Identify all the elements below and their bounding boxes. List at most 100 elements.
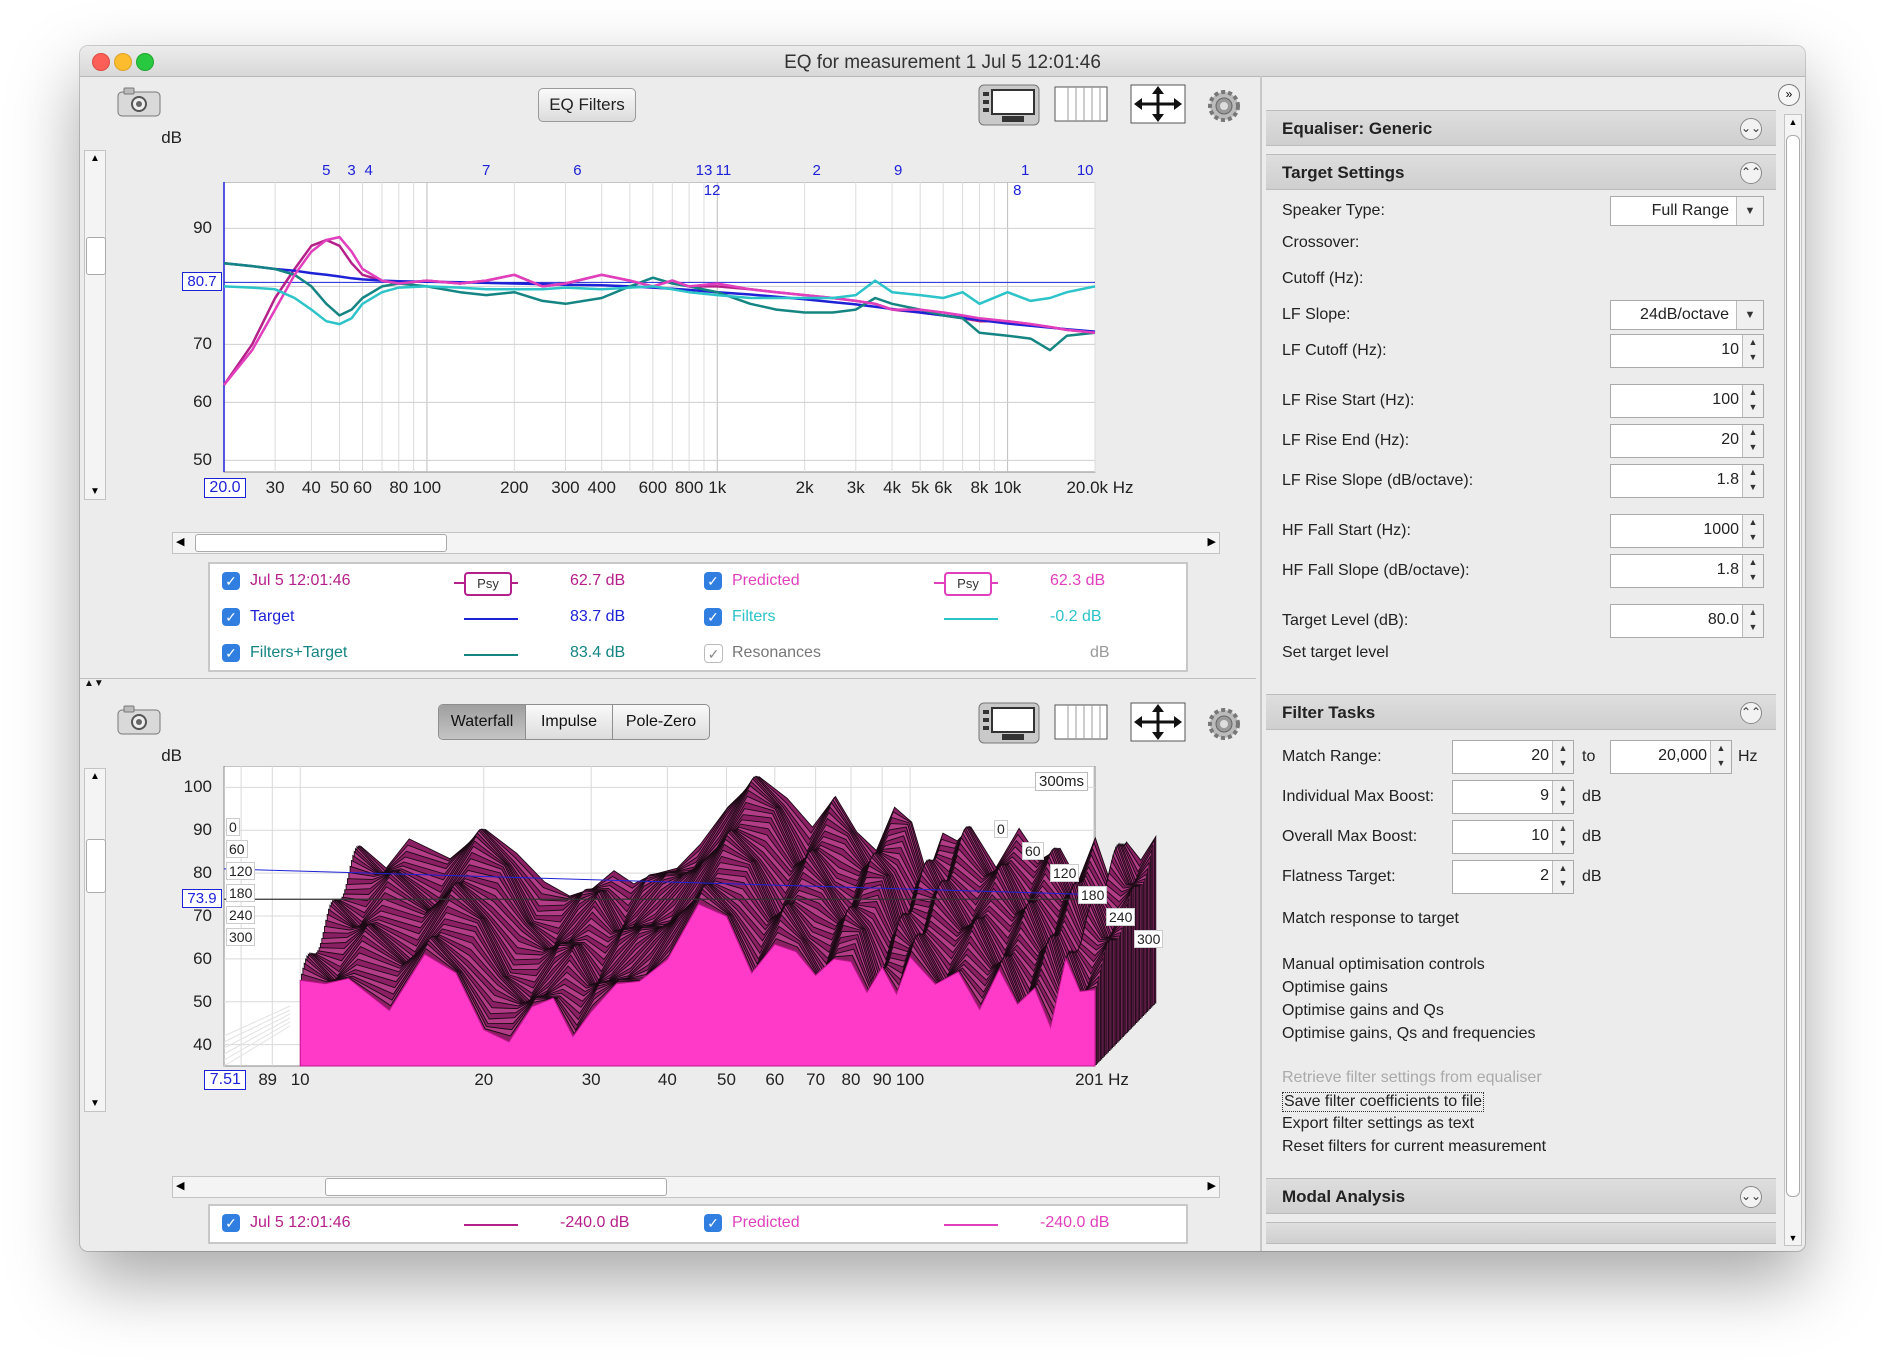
flatness-target-field[interactable]: 2 ▲ ▼ [1452,860,1574,894]
collapse-chevron-icon[interactable]: ⌃⌃ [1740,162,1762,184]
column-layout-icon[interactable] [1054,86,1110,126]
hf-fall-start-field[interactable]: 1000 ▲ ▼ [1610,514,1764,548]
save-coefficients-link[interactable]: Save filter coefficients to file [1282,1092,1485,1112]
top-horizontal-scroll-thumb[interactable] [195,534,447,552]
eq-filters-button[interactable]: EQ Filters [538,88,636,122]
scroll-up-arrow-icon[interactable]: ▲ [1788,117,1798,127]
scroll-up-arrow-icon[interactable]: ▲ [90,153,100,164]
overall-max-boost-unit: dB [1582,828,1602,845]
camera-icon[interactable] [116,704,172,744]
scroll-down-arrow-icon[interactable]: ▼ [90,486,100,497]
equaliser-section-header[interactable]: Equaliser: Generic ⌄⌄ [1266,110,1776,146]
match-response-link[interactable]: Match response to target [1282,910,1459,927]
match-range-to-field[interactable]: 20,000 ▲ ▼ [1610,740,1732,774]
scroll-right-arrow-icon[interactable]: ▶ [1207,1180,1216,1192]
camera-icon[interactable] [116,86,172,126]
right-panel-scroll-thumb[interactable] [1786,135,1800,1197]
target-settings-section-header[interactable]: Target Settings ⌃⌃ [1266,154,1776,190]
export-text-link[interactable]: Export filter settings as text [1282,1115,1475,1132]
top-vertical-scrollbar[interactable]: ▲ ▼ [84,150,106,500]
scroll-down-arrow-icon[interactable]: ▼ [1788,1233,1798,1243]
graph-layout-icon[interactable] [978,84,1040,126]
gear-icon[interactable] [1206,706,1262,746]
stepper-arrows-icon[interactable]: ▲ ▼ [1552,741,1573,773]
individual-max-boost-field[interactable]: 9 ▲ ▼ [1452,780,1574,814]
match-range-from-field[interactable]: 20 ▲ ▼ [1452,740,1574,774]
overall-max-boost-field[interactable]: 10 ▲ ▼ [1452,820,1574,854]
collapse-panel-icon[interactable]: » [1778,84,1800,106]
optimise-gains-qs-link[interactable]: Optimise gains and Qs [1282,1002,1444,1019]
scroll-left-arrow-icon[interactable]: ◀ [176,1180,185,1192]
expand-chevron-icon[interactable]: ⌄⌄ [1740,1186,1762,1208]
scroll-right-arrow-icon[interactable]: ▶ [1207,536,1216,548]
legend-checkbox-predicted[interactable]: ✓ [704,572,722,590]
bottom-horizontal-scroll-thumb[interactable] [325,1178,667,1196]
retrieve-filters-link[interactable]: Retrieve filter settings from equaliser [1282,1069,1542,1086]
column-layout-icon[interactable] [1054,704,1110,744]
lf-rise-slope-field[interactable]: 1.8 ▲ ▼ [1610,464,1764,498]
graph-layout-icon[interactable] [978,702,1040,744]
legend-checkbox-target[interactable]: ✓ [222,608,240,626]
lf-rise-end-field[interactable]: 20 ▲ ▼ [1610,424,1764,458]
individual-max-boost-label: Individual Max Boost: [1282,788,1435,805]
legend-checkbox-measurement[interactable]: ✓ [222,572,240,590]
stepper-arrows-icon[interactable]: ▲ ▼ [1742,605,1763,637]
bottom-vertical-scrollbar[interactable]: ▲ ▼ [84,768,106,1112]
dropdown-arrow-icon[interactable]: ▼ [1736,301,1763,329]
stepper-arrows-icon[interactable]: ▲ ▼ [1552,821,1573,853]
zoom-window-button[interactable] [136,53,154,71]
legend-checkbox-filters[interactable]: ✓ [704,608,722,626]
manual-optimisation-link[interactable]: Manual optimisation controls [1282,956,1485,973]
resize-arrows-icon[interactable] [1130,702,1186,742]
reset-filters-link[interactable]: Reset filters for current measurement [1282,1138,1547,1155]
legend-checkbox-predicted[interactable]: ✓ [704,1214,722,1232]
splitter-arrows-icon[interactable]: ▲▼ [84,678,104,689]
minimize-window-button[interactable] [114,53,132,71]
psy-smoothing-badge[interactable]: Psy [464,572,512,596]
lf-cutoff-field[interactable]: 10 ▲ ▼ [1610,334,1764,368]
stepper-arrows-icon[interactable]: ▲ ▼ [1552,781,1573,813]
dropdown-arrow-icon[interactable]: ▼ [1736,197,1763,225]
bottom-vertical-scroll-thumb[interactable] [86,839,106,893]
scroll-up-arrow-icon[interactable]: ▲ [90,771,100,782]
stepper-arrows-icon[interactable]: ▲ ▼ [1742,425,1763,457]
modal-analysis-section-header[interactable]: Modal Analysis ⌄⌄ [1266,1178,1776,1214]
stepper-arrows-icon[interactable]: ▲ ▼ [1742,385,1763,417]
legend-checkbox-measurement[interactable]: ✓ [222,1214,240,1232]
stepper-arrows-icon[interactable]: ▲ ▼ [1710,741,1731,773]
tab-waterfall[interactable]: Waterfall [439,705,526,739]
gear-icon[interactable] [1206,88,1262,128]
tab-pole-zero[interactable]: Pole-Zero [625,713,697,730]
legend-checkbox-filters-target[interactable]: ✓ [222,644,240,662]
expand-chevron-icon[interactable]: ⌄⌄ [1740,118,1762,140]
resize-arrows-icon[interactable] [1130,84,1186,124]
right-panel-divider[interactable] [1260,76,1262,1251]
top-horizontal-scrollbar[interactable]: ◀ ▶ [172,532,1220,554]
right-panel-scrollbar[interactable]: ▲ ▼ [1784,114,1802,1246]
optimise-gains-link[interactable]: Optimise gains [1282,979,1388,996]
stepper-arrows-icon[interactable]: ▲ ▼ [1742,555,1763,587]
panel-splitter[interactable] [80,678,1256,685]
speaker-type-select[interactable]: Full Range ▼ [1610,196,1764,226]
stepper-arrows-icon[interactable]: ▲ ▼ [1742,465,1763,497]
scroll-down-arrow-icon[interactable]: ▼ [90,1098,100,1109]
top-vertical-scroll-thumb[interactable] [86,237,106,275]
legend-checkbox-resonances[interactable]: ✓ [704,644,723,663]
stepper-arrows-icon[interactable]: ▲ ▼ [1742,515,1763,547]
next-section-header[interactable] [1266,1222,1776,1244]
collapse-chevron-icon[interactable]: ⌃⌃ [1740,702,1762,724]
psy-smoothing-badge-predicted[interactable]: Psy [944,572,992,596]
target-level-field[interactable]: 80.0 ▲ ▼ [1610,604,1764,638]
lf-rise-start-field[interactable]: 100 ▲ ▼ [1610,384,1764,418]
scroll-left-arrow-icon[interactable]: ◀ [176,536,185,548]
tab-impulse[interactable]: Impulse [526,705,613,739]
stepper-arrows-icon[interactable]: ▲ ▼ [1552,861,1573,893]
close-window-button[interactable] [92,53,110,71]
set-target-level-link[interactable]: Set target level [1282,644,1389,661]
bottom-horizontal-scrollbar[interactable]: ◀ ▶ [172,1176,1220,1198]
optimise-gains-qs-freqs-link[interactable]: Optimise gains, Qs and frequencies [1282,1025,1536,1042]
lf-slope-select[interactable]: 24dB/octave ▼ [1610,300,1764,330]
stepper-arrows-icon[interactable]: ▲ ▼ [1742,335,1763,367]
hf-fall-slope-field[interactable]: 1.8 ▲ ▼ [1610,554,1764,588]
filter-tasks-section-header[interactable]: Filter Tasks ⌃⌃ [1266,694,1776,730]
